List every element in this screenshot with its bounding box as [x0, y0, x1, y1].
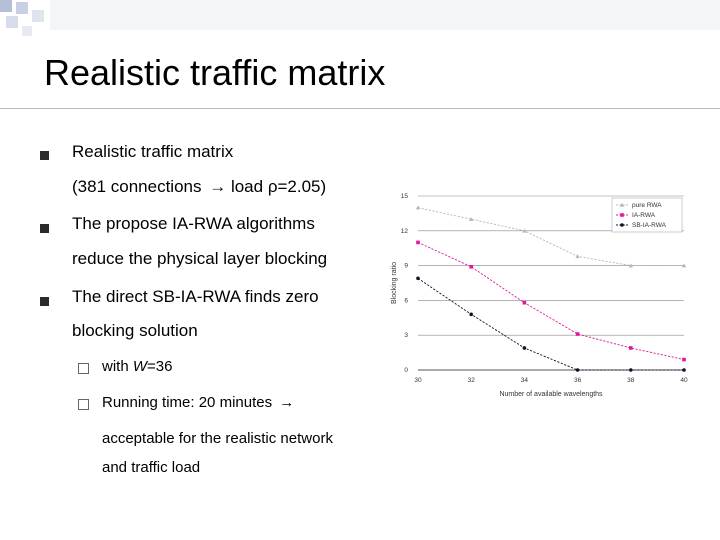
y-tick-label: 15	[401, 193, 409, 200]
y-tick-label: 9	[404, 263, 408, 270]
x-tick-label: 34	[521, 377, 529, 384]
title-divider	[0, 108, 720, 109]
data-point	[522, 228, 527, 233]
sub-bullet-marker	[78, 361, 89, 378]
y-tick-label: 3	[404, 332, 408, 339]
data-point	[682, 368, 686, 372]
sub-bullet-item: and traffic load	[102, 459, 201, 476]
series-line-3	[417, 277, 684, 371]
bullet-item: blocking solution	[72, 321, 198, 340]
sub-bullet-marker	[78, 397, 89, 414]
y-tick-label: 12	[401, 228, 409, 235]
data-point	[416, 276, 420, 281]
data-point	[522, 300, 527, 305]
data-point	[629, 346, 633, 350]
sub-bullet-item: Running time: 20 minutes →	[102, 394, 295, 411]
legend-marker	[620, 213, 624, 217]
x-tick-label: 32	[468, 377, 476, 384]
legend-label: pure RWA	[632, 202, 662, 209]
bullet-item: reduce the physical layer blocking	[72, 249, 328, 268]
bullet-marker	[40, 220, 49, 236]
data-point	[628, 263, 633, 268]
data-point	[575, 254, 580, 259]
right-arrow-icon: →	[279, 394, 295, 411]
data-point	[575, 368, 580, 372]
legend-marker	[620, 223, 624, 227]
y-tick-label: 6	[404, 297, 408, 304]
x-tick-label: 30	[414, 377, 422, 384]
data-point	[522, 346, 527, 350]
bullet-item: Realistic traffic matrix	[72, 142, 234, 161]
y-axis-label: Blocking ratio	[391, 262, 398, 304]
data-point	[682, 357, 686, 362]
right-arrow-icon: →	[209, 177, 227, 196]
legend-label: SB-IA-RWA	[632, 222, 667, 229]
bullet-item: The propose IA-RWA algorithms	[72, 214, 315, 233]
data-point	[469, 217, 474, 221]
sub-bullet-item: acceptable for the realistic network	[102, 430, 333, 447]
y-tick-label: 0	[404, 367, 408, 374]
bullet-item: The direct SB-IA-RWA finds zero	[72, 287, 319, 306]
data-point	[415, 205, 421, 210]
data-point	[469, 312, 473, 317]
legend-label: IA-RWA	[632, 212, 656, 219]
x-tick-label: 38	[627, 377, 635, 384]
x-tick-label: 40	[680, 377, 688, 384]
data-point	[416, 240, 420, 245]
bullet-item: (381 connections → load ρ=2.05)	[72, 177, 327, 196]
page-title: Realistic traffic matrix	[44, 52, 386, 93]
data-point	[469, 264, 473, 269]
bullet-marker	[40, 147, 49, 163]
series-line-1	[417, 207, 684, 267]
data-point	[629, 368, 633, 372]
sub-bullet-item: with W=36	[102, 358, 173, 375]
data-point	[575, 332, 580, 336]
series-line-2	[417, 241, 685, 360]
corner-decoration	[0, 0, 720, 36]
data-point	[681, 263, 687, 268]
x-tick-label: 36	[574, 377, 582, 384]
bullet-marker	[40, 293, 49, 309]
x-axis-label: Number of available wavelengths	[499, 391, 603, 398]
legend-marker	[619, 202, 625, 207]
